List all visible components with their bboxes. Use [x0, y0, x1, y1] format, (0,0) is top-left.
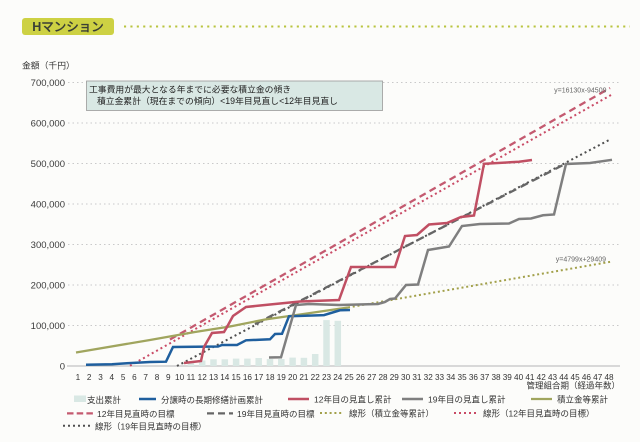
svg-text:43: 43 [548, 373, 558, 382]
svg-text:管理組合期（経過年数）: 管理組合期（経過年数） [526, 381, 620, 391]
svg-text:31: 31 [412, 373, 422, 382]
svg-text:39: 39 [503, 373, 513, 382]
svg-text:線形（積立金等累計）: 線形（積立金等累計） [349, 409, 434, 419]
svg-text:21: 21 [299, 373, 309, 382]
svg-text:7: 7 [143, 373, 148, 382]
svg-text:12: 12 [198, 373, 208, 382]
svg-text:32: 32 [424, 373, 434, 382]
svg-text:支出累計: 支出累計 [87, 395, 122, 405]
svg-text:23: 23 [322, 373, 332, 382]
svg-text:14: 14 [220, 373, 230, 382]
svg-text:45: 45 [571, 373, 581, 382]
svg-text:42: 42 [537, 373, 547, 382]
svg-text:6: 6 [132, 373, 137, 382]
svg-text:24: 24 [333, 373, 343, 382]
svg-text:46: 46 [582, 373, 592, 382]
svg-text:48: 48 [604, 373, 614, 382]
svg-text:27: 27 [367, 373, 377, 382]
svg-text:金額（千円）: 金額（千円） [22, 60, 75, 71]
svg-text:25: 25 [345, 373, 355, 382]
svg-text:4: 4 [110, 373, 115, 382]
svg-text:26: 26 [356, 373, 366, 382]
svg-text:9: 9 [166, 373, 171, 382]
svg-text:y=16130x-94509: y=16130x-94509 [554, 88, 606, 95]
svg-text:12年目の見直し累計: 12年目の見直し累計 [314, 395, 392, 405]
svg-text:12年目見直時の目標: 12年目見直時の目標 [97, 409, 175, 419]
svg-text:36: 36 [469, 373, 479, 382]
svg-text:35: 35 [458, 373, 468, 382]
svg-text:10: 10 [175, 373, 185, 382]
svg-text:5: 5 [121, 373, 126, 382]
svg-text:20: 20 [288, 373, 298, 382]
svg-text:8: 8 [155, 373, 160, 382]
svg-text:500,000: 500,000 [31, 159, 65, 170]
svg-text:工事費用が最大となる年までに必要な積立金の傾き: 工事費用が最大となる年までに必要な積立金の傾き [89, 84, 291, 95]
svg-text:積立金累計（現在までの傾向）<19年目見直し<12年目見直し: 積立金累計（現在までの傾向）<19年目見直し<12年目見直し [97, 95, 338, 106]
svg-text:28: 28 [378, 373, 388, 382]
svg-text:15: 15 [232, 373, 242, 382]
svg-text:19年目見直時の目標: 19年目見直時の目標 [237, 409, 315, 419]
svg-text:17: 17 [254, 373, 264, 382]
svg-text:Hマンション: Hマンション [32, 20, 104, 34]
svg-text:19: 19 [277, 373, 287, 382]
svg-text:y=4799x+29409: y=4799x+29409 [556, 257, 606, 264]
svg-text:3: 3 [98, 373, 103, 382]
svg-text:600,000: 600,000 [31, 119, 65, 130]
svg-text:18: 18 [265, 373, 275, 382]
svg-text:200,000: 200,000 [31, 281, 65, 292]
svg-text:400,000: 400,000 [31, 200, 65, 211]
svg-text:38: 38 [491, 373, 501, 382]
svg-text:47: 47 [593, 373, 603, 382]
svg-text:11: 11 [187, 373, 196, 382]
svg-text:29: 29 [390, 373, 400, 382]
svg-text:1: 1 [76, 373, 81, 382]
svg-text:積立金等累計: 積立金等累計 [557, 395, 609, 405]
svg-text:0: 0 [60, 362, 65, 373]
svg-text:分譲時の長期修繕計画累計: 分譲時の長期修繕計画累計 [161, 395, 264, 405]
svg-text:13: 13 [209, 373, 219, 382]
svg-text:線形（19年目見直時の目標）: 線形（19年目見直時の目標） [95, 422, 206, 432]
svg-text:41: 41 [525, 373, 535, 382]
svg-text:37: 37 [480, 373, 490, 382]
svg-text:300,000: 300,000 [31, 240, 65, 251]
svg-text:線形（12年目見直時の目標）: 線形（12年目見直時の目標） [483, 409, 594, 419]
svg-text:22: 22 [311, 373, 321, 382]
svg-text:33: 33 [435, 373, 445, 382]
svg-text:700,000: 700,000 [31, 78, 65, 89]
svg-text:16: 16 [243, 373, 253, 382]
svg-text:44: 44 [559, 373, 569, 382]
svg-text:100,000: 100,000 [31, 321, 65, 332]
svg-text:2: 2 [87, 373, 92, 382]
svg-text:19年目の見直し累計: 19年目の見直し累計 [428, 395, 506, 405]
svg-text:34: 34 [446, 373, 456, 382]
svg-text:30: 30 [401, 373, 411, 382]
svg-text:40: 40 [514, 373, 524, 382]
